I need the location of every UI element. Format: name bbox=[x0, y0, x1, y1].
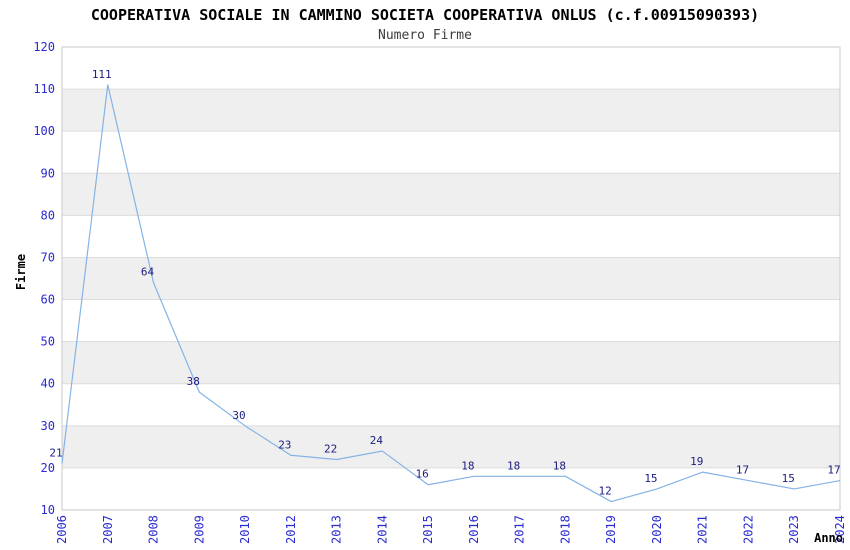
plot-band bbox=[62, 89, 840, 132]
y-tick-label: 50 bbox=[41, 335, 55, 349]
y-tick-label: 40 bbox=[41, 377, 55, 391]
y-axis-title: Firme bbox=[14, 254, 28, 290]
x-axis-title: Anno bbox=[814, 531, 843, 545]
x-tick-label: 2012 bbox=[284, 515, 298, 544]
x-tick-label: 2006 bbox=[55, 515, 69, 544]
y-tick-label: 120 bbox=[33, 40, 55, 54]
point-label: 16 bbox=[415, 468, 428, 481]
point-label: 23 bbox=[278, 438, 291, 451]
point-label: 12 bbox=[599, 485, 612, 498]
y-tick-label: 70 bbox=[41, 250, 55, 264]
y-tick-label: 110 bbox=[33, 82, 55, 96]
point-label: 19 bbox=[690, 455, 703, 468]
x-tick-label: 2013 bbox=[330, 515, 344, 544]
point-label: 18 bbox=[507, 459, 520, 472]
point-label: 17 bbox=[827, 464, 840, 477]
series-line bbox=[61, 84, 841, 503]
chart-title: COOPERATIVA SOCIALE IN CAMMINO SOCIETA C… bbox=[90, 6, 760, 24]
y-tick-label: 20 bbox=[41, 461, 55, 475]
point-label: 64 bbox=[141, 266, 155, 279]
plot-border bbox=[61, 46, 841, 511]
plot-band bbox=[62, 341, 840, 384]
y-tick-label: 90 bbox=[41, 166, 55, 180]
x-tick-label: 2020 bbox=[650, 515, 664, 544]
x-tick-label: 2008 bbox=[147, 515, 161, 544]
x-tick-label: 2023 bbox=[787, 515, 801, 544]
plot-band bbox=[62, 425, 840, 468]
point-label: 21 bbox=[49, 447, 62, 460]
point-label: 15 bbox=[782, 472, 795, 485]
point-label: 15 bbox=[644, 472, 657, 485]
y-tick-label: 30 bbox=[41, 419, 55, 433]
point-label: 30 bbox=[232, 409, 245, 422]
x-tick-label: 2018 bbox=[558, 515, 572, 544]
point-label: 111 bbox=[92, 68, 112, 81]
point-label: 18 bbox=[461, 459, 474, 472]
y-tick-label: 60 bbox=[41, 293, 55, 307]
x-tick-label: 2014 bbox=[375, 515, 389, 544]
x-tick-label: 2007 bbox=[101, 515, 115, 544]
x-tick-label: 2010 bbox=[238, 515, 252, 544]
x-tick-label: 2021 bbox=[696, 515, 710, 544]
point-label: 18 bbox=[553, 459, 566, 472]
chart-subtitle: Numero Firme bbox=[378, 28, 472, 43]
plot-band bbox=[62, 257, 840, 300]
point-label: 38 bbox=[187, 375, 200, 388]
y-tick-label: 80 bbox=[41, 208, 55, 222]
x-tick-label: 2024 bbox=[833, 515, 847, 544]
x-tick-label: 2016 bbox=[467, 515, 481, 544]
x-tick-label: 2022 bbox=[741, 515, 755, 544]
x-tick-label: 2009 bbox=[192, 515, 206, 544]
y-tick-label: 100 bbox=[33, 124, 55, 138]
point-label: 17 bbox=[736, 464, 749, 477]
y-tick-label: 10 bbox=[41, 503, 55, 517]
x-tick-label: 2019 bbox=[604, 515, 618, 544]
x-tick-label: 2015 bbox=[421, 515, 435, 544]
point-label: 24 bbox=[370, 434, 384, 447]
plot-band bbox=[62, 173, 840, 216]
point-label: 22 bbox=[324, 442, 337, 455]
x-tick-label: 2017 bbox=[513, 515, 527, 544]
